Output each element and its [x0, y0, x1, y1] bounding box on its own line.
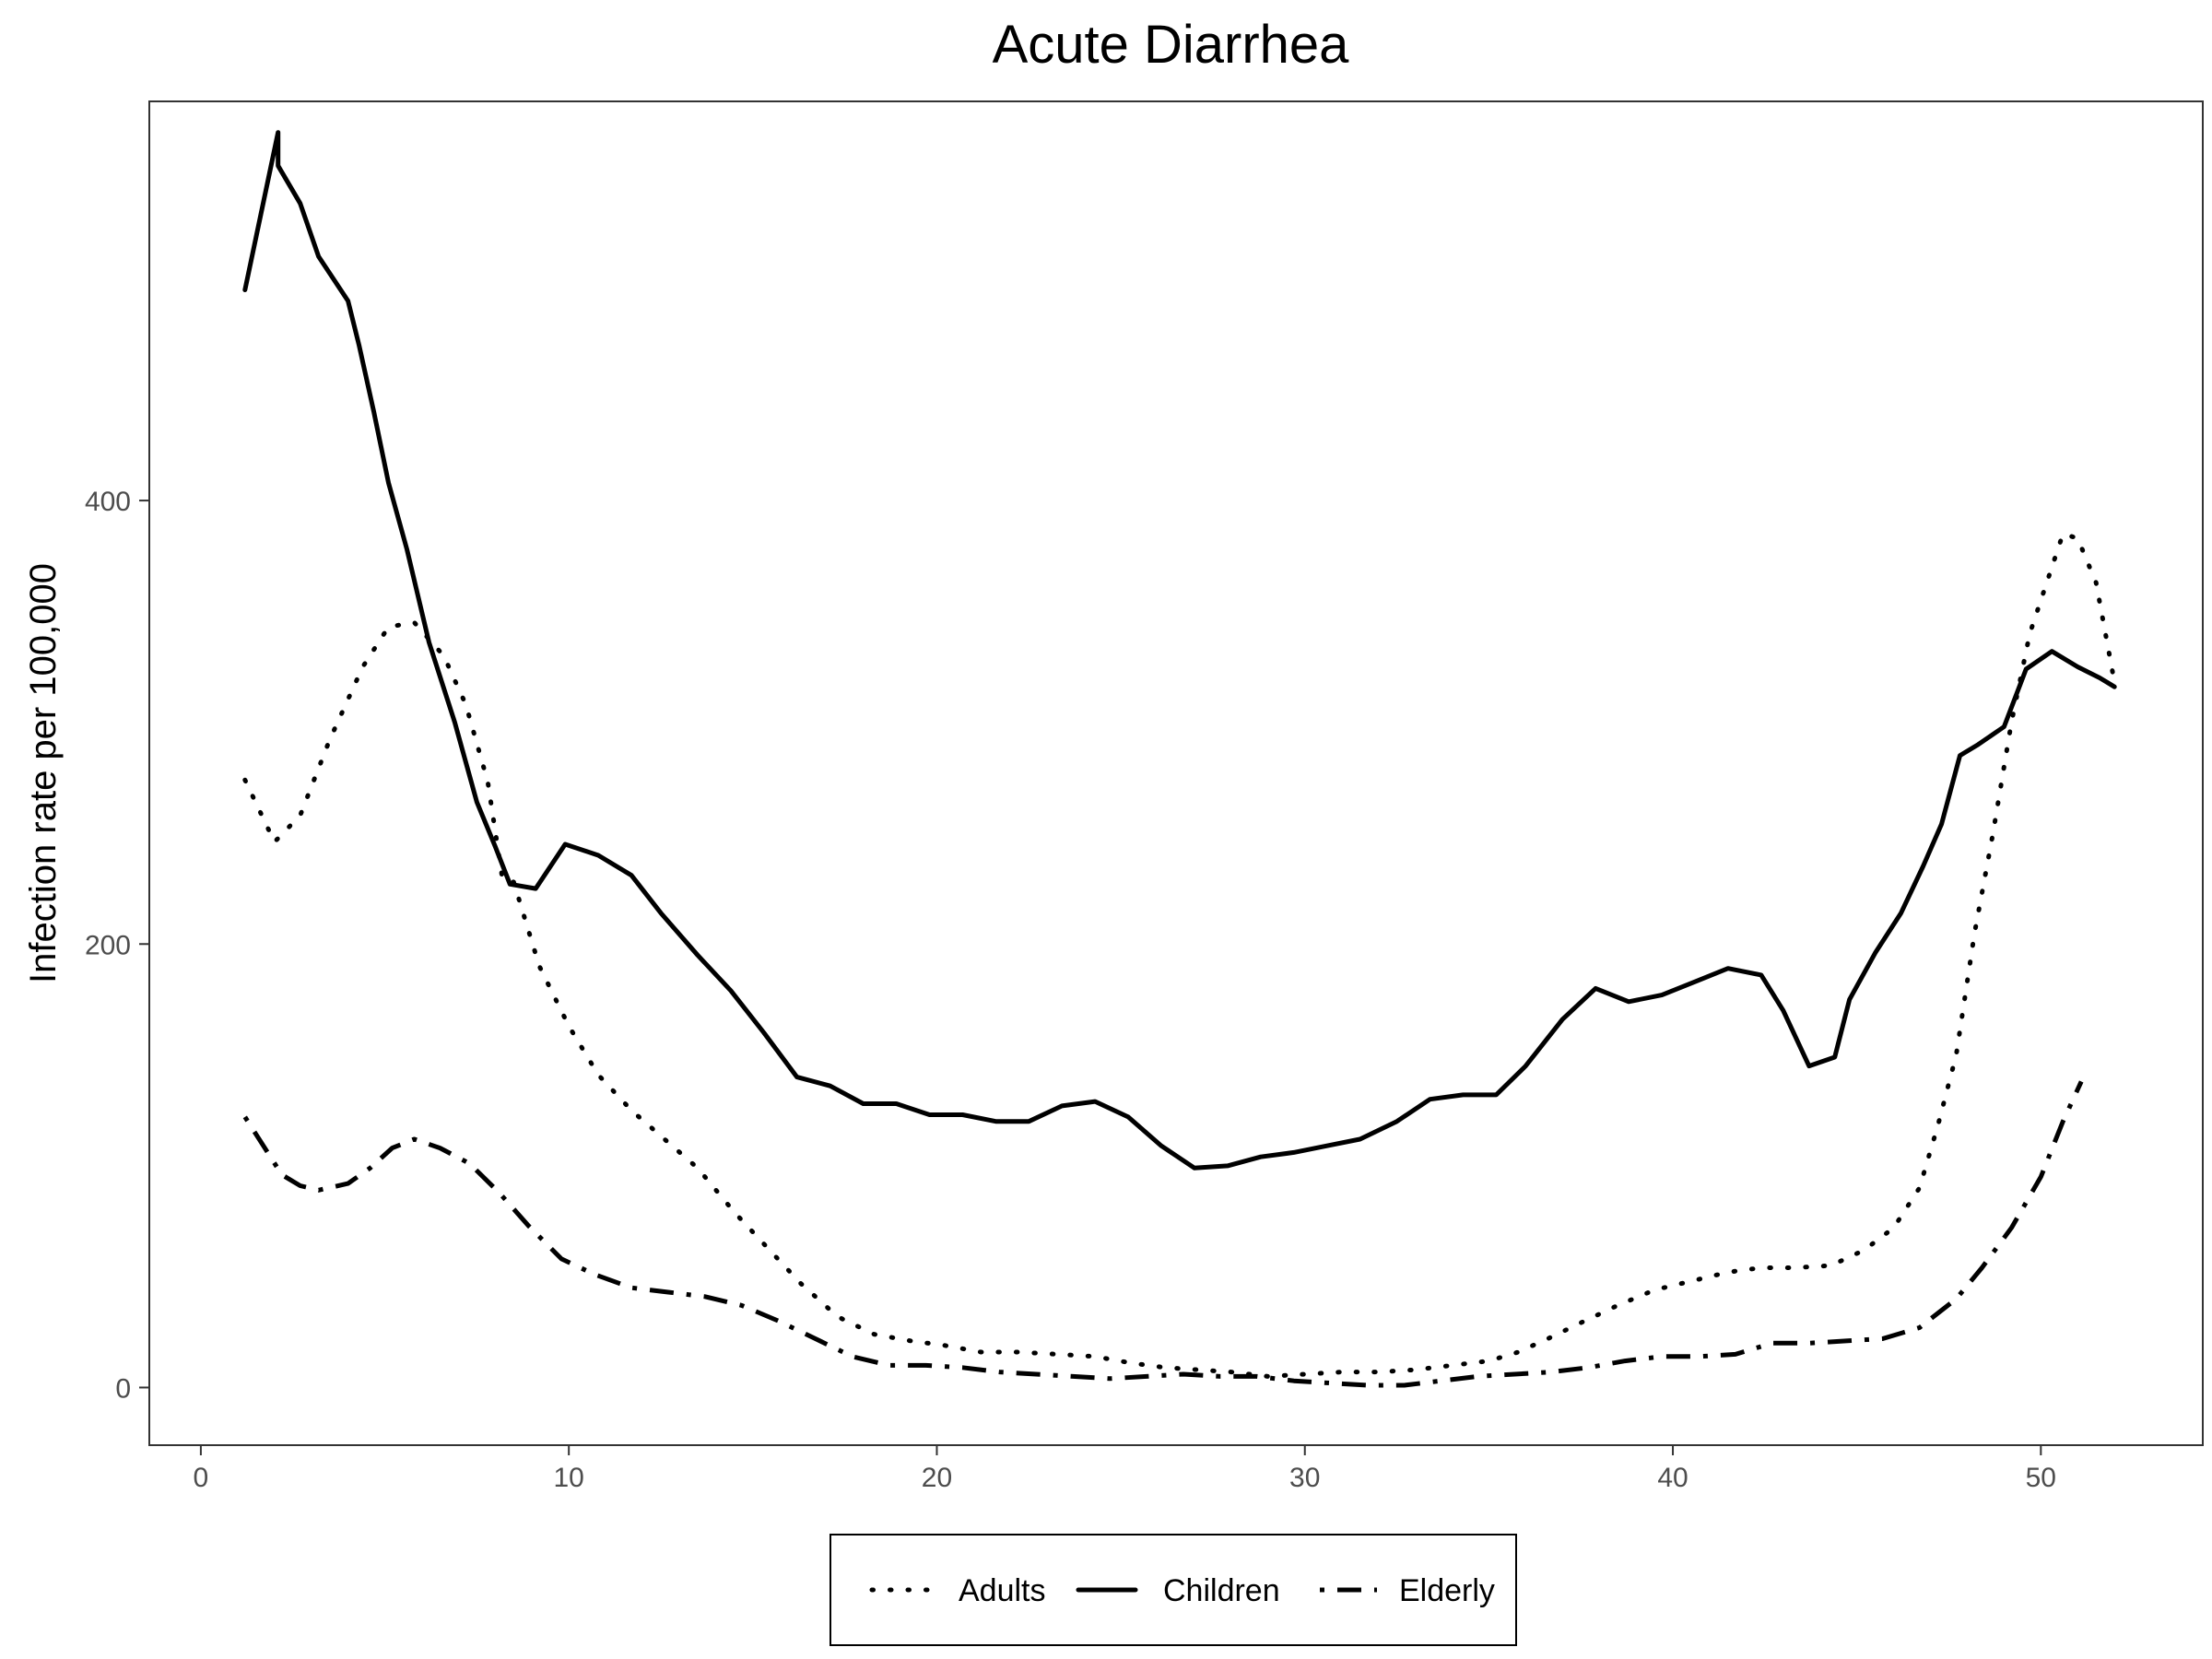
y-tick-label-2: 400 [85, 487, 131, 517]
legend: Adults Children Elderly [830, 1534, 1517, 1646]
series-layer [242, 130, 2117, 1388]
y-axis-label: Infection rate per 100,000 [23, 563, 64, 983]
plot-panel [148, 100, 2204, 1446]
legend-label-adults: Adults [959, 1573, 1046, 1608]
y-tick-label-0: 0 [115, 1373, 131, 1404]
legend-box [830, 1534, 1517, 1646]
chart-title: Acute Diarrhea [993, 15, 1350, 75]
x-tick-label-4: 40 [1657, 1463, 1688, 1493]
y-tick-label-1: 200 [85, 930, 131, 960]
x-tick-label-5: 50 [2026, 1463, 2056, 1493]
legend-label-elderly: Elderly [1399, 1573, 1495, 1608]
x-tick-label-1: 10 [553, 1463, 583, 1493]
series-line-children [242, 130, 2117, 1171]
legend-label-children: Children [1163, 1573, 1280, 1608]
x-tick-label-2: 20 [922, 1463, 952, 1493]
series-line-elderly [242, 1080, 2084, 1388]
legend-items: Adults Children Elderly [869, 1573, 1495, 1608]
x-tick-label-3: 30 [1289, 1463, 1320, 1493]
y-axis: 0 200 400 [85, 487, 149, 1404]
x-tick-label-0: 0 [194, 1463, 209, 1493]
x-axis: 0 10 20 30 40 50 [194, 1445, 2056, 1493]
series-line-adults [242, 531, 2117, 1379]
